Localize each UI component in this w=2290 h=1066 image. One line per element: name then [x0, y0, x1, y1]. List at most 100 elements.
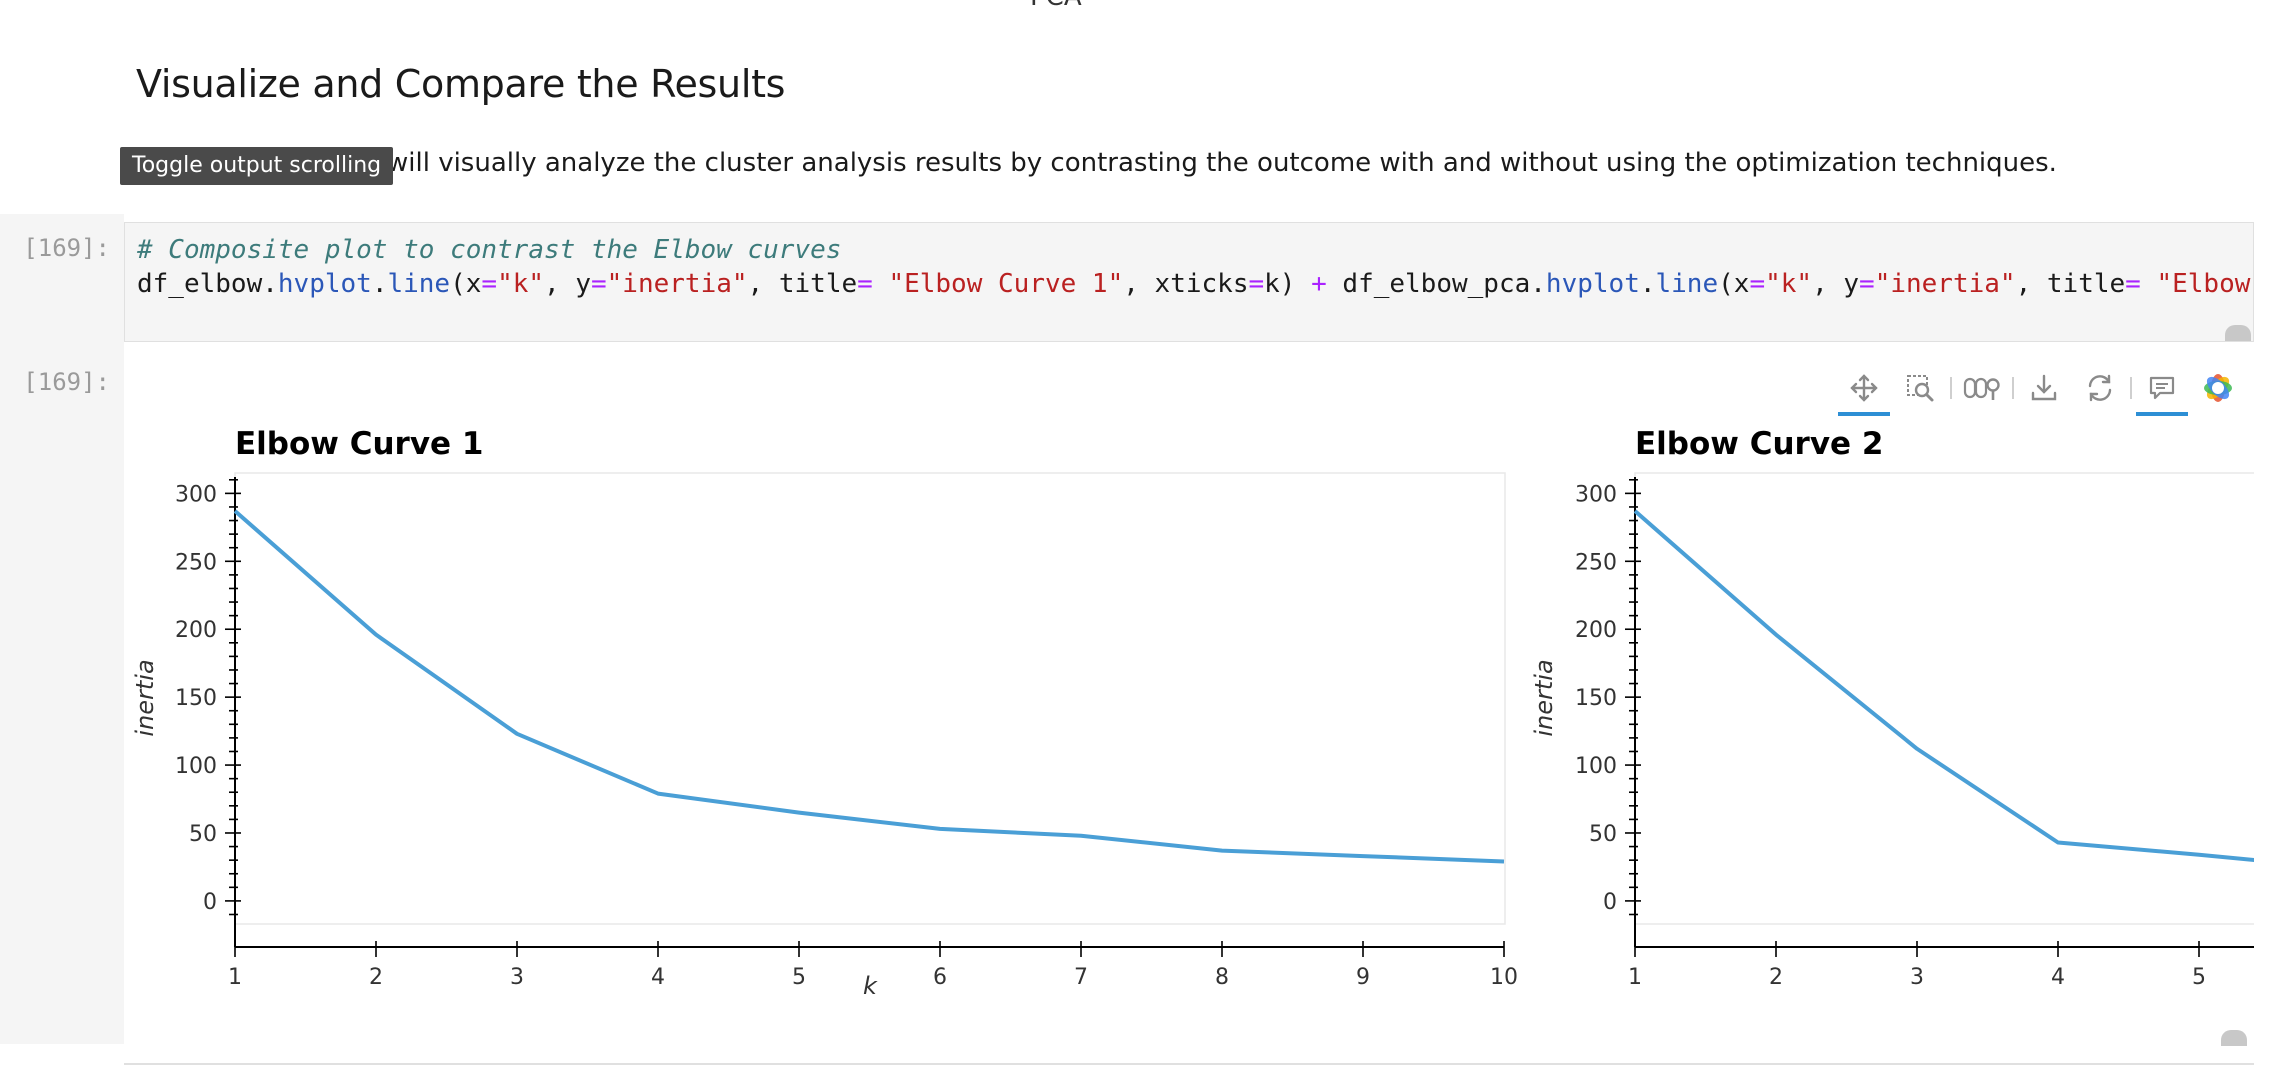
- code-token: "inertia": [1874, 269, 2016, 299]
- bokeh-logo-link[interactable]: [2190, 364, 2246, 412]
- reset-icon: [2088, 374, 2112, 402]
- y-tick-label: 100: [1575, 754, 1617, 779]
- code-token: =: [1248, 269, 1265, 299]
- x-tick-label: 1: [1628, 965, 1642, 990]
- code-token: hvplot: [277, 269, 372, 299]
- input-prompt: [169]:: [23, 234, 110, 262]
- code-token: , y: [544, 269, 591, 299]
- x-tick-label: 10: [1490, 965, 1518, 990]
- code-token: =: [1859, 269, 1875, 299]
- pan-icon: [1850, 374, 1878, 402]
- code-token: , y: [1812, 269, 1860, 299]
- code-token: , title: [2015, 269, 2126, 299]
- y-axis-label: inertia: [131, 659, 159, 736]
- plot-toolbar: [1836, 362, 2246, 416]
- y-axis: 0 50 100 150 200 250 300: [1575, 477, 1641, 947]
- y-tick-label: 250: [1575, 550, 1617, 575]
- y-axis: 0 50 100 150 200 250 300: [175, 477, 241, 947]
- toolbar-separator: [2130, 377, 2132, 399]
- code-token: , title: [747, 269, 858, 299]
- y-tick-label: 250: [175, 550, 217, 575]
- y-tick-label: 0: [1603, 890, 1617, 915]
- code-token: =: [481, 269, 498, 299]
- y-tick-label: 50: [189, 822, 217, 847]
- save-icon: [2031, 374, 2057, 401]
- x-axis: 1 2 3 4 5: [1628, 941, 2254, 990]
- y-tick-label: 200: [175, 618, 217, 643]
- code-token: =: [2125, 269, 2141, 299]
- output-scrollbar-handle[interactable]: [2221, 1030, 2247, 1046]
- output-prompt: [169]:: [23, 368, 110, 396]
- code-token: df_elbow.: [137, 269, 278, 299]
- y-tick-label: 50: [1589, 822, 1617, 847]
- code-token: , xticks: [1123, 269, 1249, 299]
- x-tick-label: 7: [1074, 965, 1088, 990]
- x-tick-label: 2: [369, 965, 383, 990]
- save-tool-button[interactable]: [2016, 364, 2072, 412]
- y-tick-label: 0: [203, 890, 217, 915]
- box-zoom-tool-button[interactable]: [1892, 364, 1948, 412]
- box-zoom-icon: [1907, 375, 1934, 402]
- code-token: df_elbow_pca.: [1326, 269, 1546, 299]
- previous-cell-fragment: PCA: [1030, 0, 1082, 12]
- x-tick-label: 2: [1769, 965, 1783, 990]
- code-token: (x: [1718, 269, 1750, 299]
- x-tick-label: 5: [2192, 965, 2206, 990]
- code-line: df_elbow.hvplot.line(x="k", y="inertia",…: [137, 269, 2250, 299]
- bokeh-logo-icon: [2204, 374, 2232, 402]
- code-token: "Elbow: [2156, 269, 2251, 299]
- plot-title: Elbow Curve 1: [235, 426, 483, 462]
- code-comment: # Composite plot to contrast the Elbow c…: [137, 235, 842, 265]
- elbow-curve-1-plot[interactable]: Elbow Curve 1 0 50 100 150 200 250 300 1 2 3 4 5 6 7…: [131, 426, 1518, 1000]
- plot-frame: [234, 472, 1506, 925]
- toolbar-separator: [1950, 377, 1952, 399]
- code-token: (x: [450, 269, 482, 299]
- x-tick-label: 9: [1356, 965, 1370, 990]
- code-token: .: [1639, 269, 1656, 299]
- toolbar-separator: [2012, 377, 2014, 399]
- code-scrollbar-handle[interactable]: [2225, 325, 2251, 341]
- code-token: "k": [1765, 269, 1813, 299]
- code-token: "Elbow Curve 1": [888, 269, 1124, 299]
- code-token: [2141, 269, 2157, 299]
- x-tick-label: 6: [933, 965, 947, 990]
- markdown-paragraph: will visually analyze the cluster analys…: [387, 148, 2057, 178]
- code-token: "inertia": [606, 269, 748, 299]
- toggle-output-scrolling-tooltip: Toggle output scrolling: [120, 147, 394, 185]
- y-tick-label: 200: [1575, 618, 1617, 643]
- code-token: line: [1655, 269, 1719, 299]
- y-tick-label: 100: [175, 754, 217, 779]
- hover-tool-button[interactable]: [2134, 364, 2190, 416]
- cell-divider: [124, 1063, 2254, 1065]
- x-tick-label: 5: [792, 965, 806, 990]
- code-cell-editor[interactable]: # Composite plot to contrast the Elbow c…: [124, 222, 2254, 342]
- code-token: =: [591, 269, 607, 299]
- x-tick-label: 1: [228, 965, 242, 990]
- code-token: =: [857, 269, 873, 299]
- elbow-curve-2-plot[interactable]: Elbow Curve 2 0 50 100 150 200 250 300 1 2 3 4 5 i…: [1530, 426, 2254, 990]
- section-heading: Visualize and Compare the Results: [136, 62, 786, 106]
- reset-tool-button[interactable]: [2072, 364, 2128, 412]
- pan-tool-button[interactable]: [1836, 364, 1892, 416]
- code-token: +: [1311, 269, 1327, 299]
- wheel-zoom-tool-button[interactable]: [1954, 364, 2010, 412]
- hover-icon: [2149, 376, 2175, 400]
- plot-frame: [1634, 472, 2254, 925]
- code-token: line: [387, 269, 451, 299]
- code-token: =: [1749, 269, 1766, 299]
- elbow-line: [233, 509, 1505, 864]
- y-tick-label: 150: [175, 686, 217, 711]
- plot-title: Elbow Curve 2: [1635, 426, 1883, 462]
- series-line: [1633, 509, 2254, 863]
- y-tick-label: 150: [1575, 686, 1617, 711]
- x-tick-label: 3: [510, 965, 524, 990]
- x-tick-label: 8: [1215, 965, 1229, 990]
- code-token: "k": [497, 269, 545, 299]
- elbow-line: [1633, 509, 2254, 863]
- code-token: k): [1264, 269, 1312, 299]
- cell-gutter: [0, 214, 124, 1044]
- code-token: .: [371, 269, 388, 299]
- code-token: hvplot: [1545, 269, 1640, 299]
